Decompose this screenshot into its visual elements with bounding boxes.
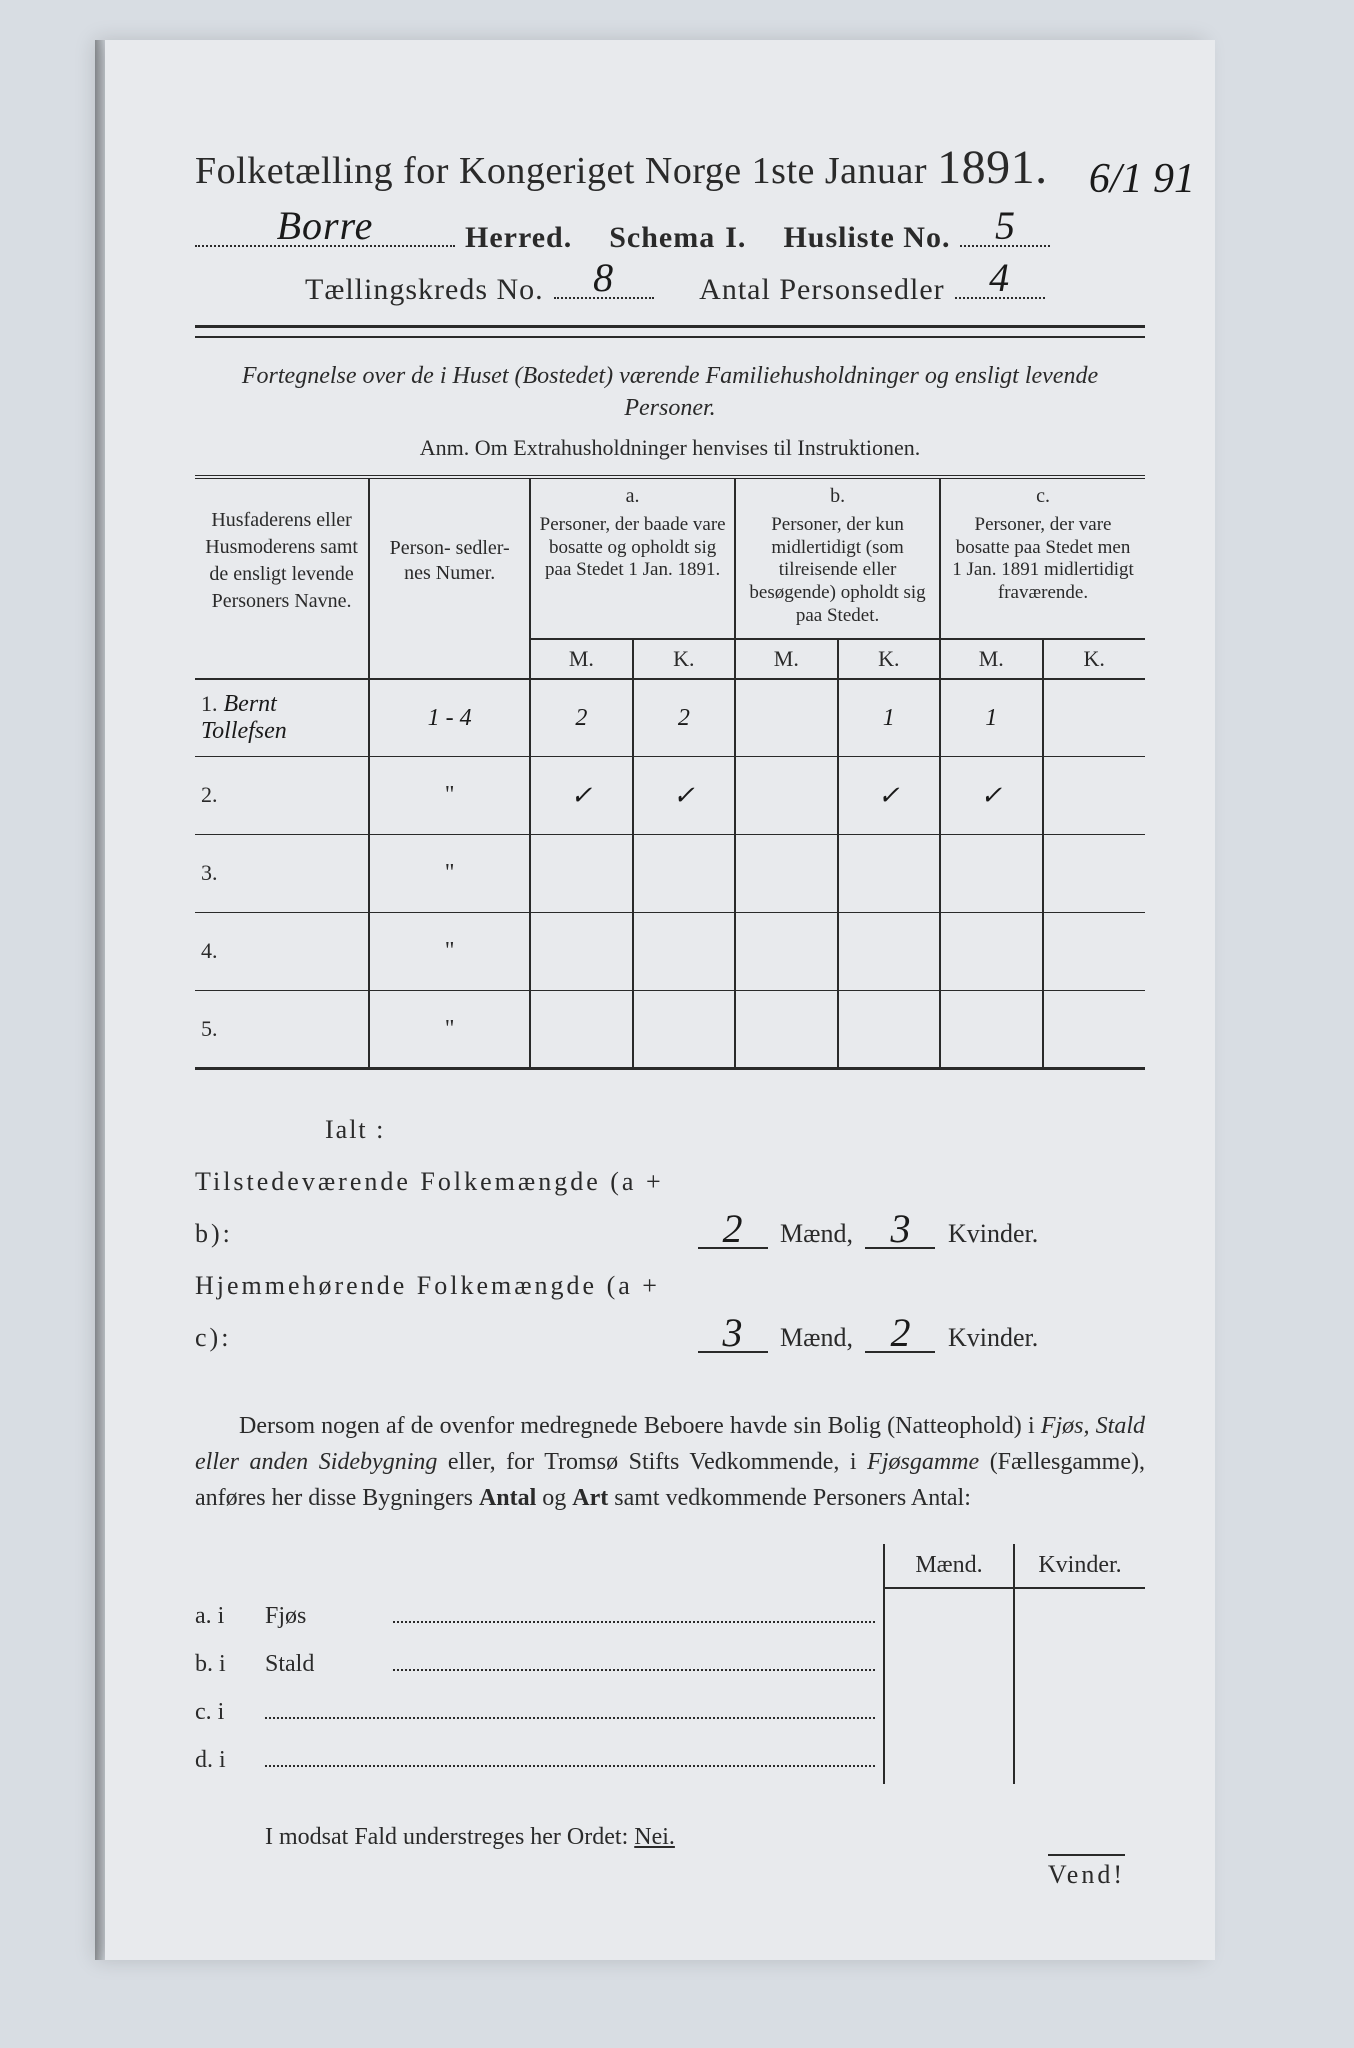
mk-a-k: K. [633,639,735,679]
kreds-no: 8 [593,254,614,301]
outbuilding-paragraph: Dersom nogen af de ovenfor medregnede Be… [195,1408,1145,1516]
table-row: 4. " [195,913,1145,991]
maend-label: Mænd, [780,1323,853,1352]
census-form-page: Folketælling for Kongeriget Norge 1ste J… [105,40,1215,1960]
col-header-a: a. [530,477,735,510]
cell-num: " [369,991,530,1069]
outbuilding-row: a. i Fjøs [195,1592,883,1640]
page-title: Folketælling for Kongeriget Norge 1ste J… [195,140,1145,195]
mk-c-m: M. [940,639,1042,679]
nei-word: Nei. [634,1824,675,1850]
total-present-m: 2 [698,1211,768,1249]
table-row: 3. " [195,835,1145,913]
outbuilding-row: c. i [195,1688,883,1736]
herred-label: Herred. [465,221,572,255]
total-resident-m: 3 [698,1315,768,1353]
household-table: Husfaderens eller Husmoderens samt de en… [195,475,1145,1070]
col-desc-b: Personer, der kun midlertidigt (som tilr… [735,510,940,639]
col-header-num: Person- sedler- nes Numer. [369,477,530,639]
sedler-label: Antal Personsedler [699,273,944,307]
schema-no: I. [725,221,746,255]
outbuilding-row: d. i [195,1736,883,1784]
cell-num: " [369,913,530,991]
header-line-herred: Borre Herred. Schema I. Husliste No. 5 [195,217,1145,255]
cell-num: " [369,757,530,835]
cell-c-k [1043,757,1146,835]
cell-b-m [735,679,837,757]
cell-a-m: 2 [530,679,632,757]
husliste-label: Husliste No. [783,221,950,255]
title-year: 1891. [937,141,1048,194]
husliste-no: 5 [995,202,1016,249]
turn-over-label: Vend! [1048,1854,1125,1890]
divider-thin [195,336,1145,338]
totals-block: Ialt : Tilstedeværende Folkemængde (a + … [195,1104,1145,1364]
nei-line: I modsat Fald understreges her Ordet: Ne… [195,1824,1145,1851]
cell-c-m: ✓ [940,757,1042,835]
cell-c-m: 1 [940,679,1042,757]
col-desc-c: Personer, der vare bosatte paa Stedet me… [940,510,1145,639]
header-line-kreds: Tællingskreds No. 8 Antal Personsedler 4 [195,269,1145,307]
sedler-no: 4 [989,254,1010,301]
table-row: 1. Bernt Tollefsen 1 - 4 2 2 1 1 [195,679,1145,757]
cell-a-m: ✓ [530,757,632,835]
col-header-c: c. [940,477,1145,510]
cell-a-k: 2 [633,679,735,757]
herred-value: Borre [277,202,374,249]
total-present-label: Tilstedeværende Folkemængde (a + b): [195,1156,685,1260]
cell-num: " [369,835,530,913]
outbuilding-table: a. i Fjøs b. i Stald c. i d. i Mænd. [195,1544,1145,1784]
cell-b-m [735,757,837,835]
table-row: 2. " ✓ ✓ ✓ ✓ [195,757,1145,835]
total-present-k: 3 [865,1211,935,1249]
form-anm: Anm. Om Extrahusholdninger henvises til … [195,435,1145,461]
cell-b-k: ✓ [838,757,940,835]
mk-b-m: M. [735,639,837,679]
col-header-name: Husfaderens eller Husmoderens samt de en… [195,477,369,639]
total-resident-k: 2 [865,1315,935,1353]
maend-label: Mænd, [780,1219,853,1248]
kvinder-label: Kvinder. [948,1323,1038,1352]
outbuilding-col-kvinder: Kvinder. [1015,1544,1145,1784]
kvinder-label: Kvinder. [948,1219,1038,1248]
form-subtitle: Fortegnelse over de i Huset (Bostedet) v… [195,360,1145,425]
divider-heavy [195,325,1145,328]
table-row: 5. " [195,991,1145,1069]
cell-b-k: 1 [838,679,940,757]
title-pretext: Folketælling for Kongeriget Norge 1ste J… [195,150,927,192]
mk-a-m: M. [530,639,632,679]
col-header-b: b. [735,477,940,510]
col-desc-a: Personer, der baade vare bosatte og opho… [530,510,735,639]
margin-date-annotation: 6/1 91 [1089,155,1195,203]
outbuilding-row: b. i Stald [195,1640,883,1688]
cell-num: 1 - 4 [369,679,530,757]
schema-label: Schema [609,221,715,255]
cell-c-k [1043,679,1146,757]
cell-a-k: ✓ [633,757,735,835]
mk-b-k: K. [838,639,940,679]
ialt-label: Ialt : [195,1104,1145,1156]
outbuilding-col-maend: Mænd. [885,1544,1015,1784]
kreds-label: Tællingskreds No. [305,273,544,307]
mk-c-k: K. [1043,639,1146,679]
total-resident-label: Hjemmehørende Folkemængde (a + c): [195,1260,685,1364]
